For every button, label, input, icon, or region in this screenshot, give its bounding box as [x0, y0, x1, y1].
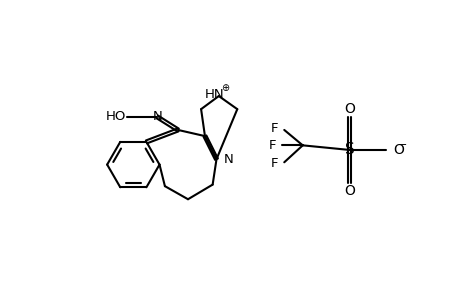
Text: S: S: [344, 142, 354, 158]
Text: −: −: [397, 140, 406, 150]
Text: F: F: [268, 139, 275, 152]
Text: ⊕: ⊕: [220, 83, 229, 93]
Text: N: N: [152, 110, 162, 123]
Text: F: F: [270, 122, 278, 135]
Text: O: O: [392, 143, 403, 157]
Text: HN: HN: [204, 88, 224, 101]
Text: F: F: [270, 157, 278, 170]
Text: N: N: [223, 153, 233, 166]
Text: O: O: [343, 102, 354, 116]
Text: O: O: [343, 184, 354, 198]
Text: HO: HO: [106, 110, 126, 123]
